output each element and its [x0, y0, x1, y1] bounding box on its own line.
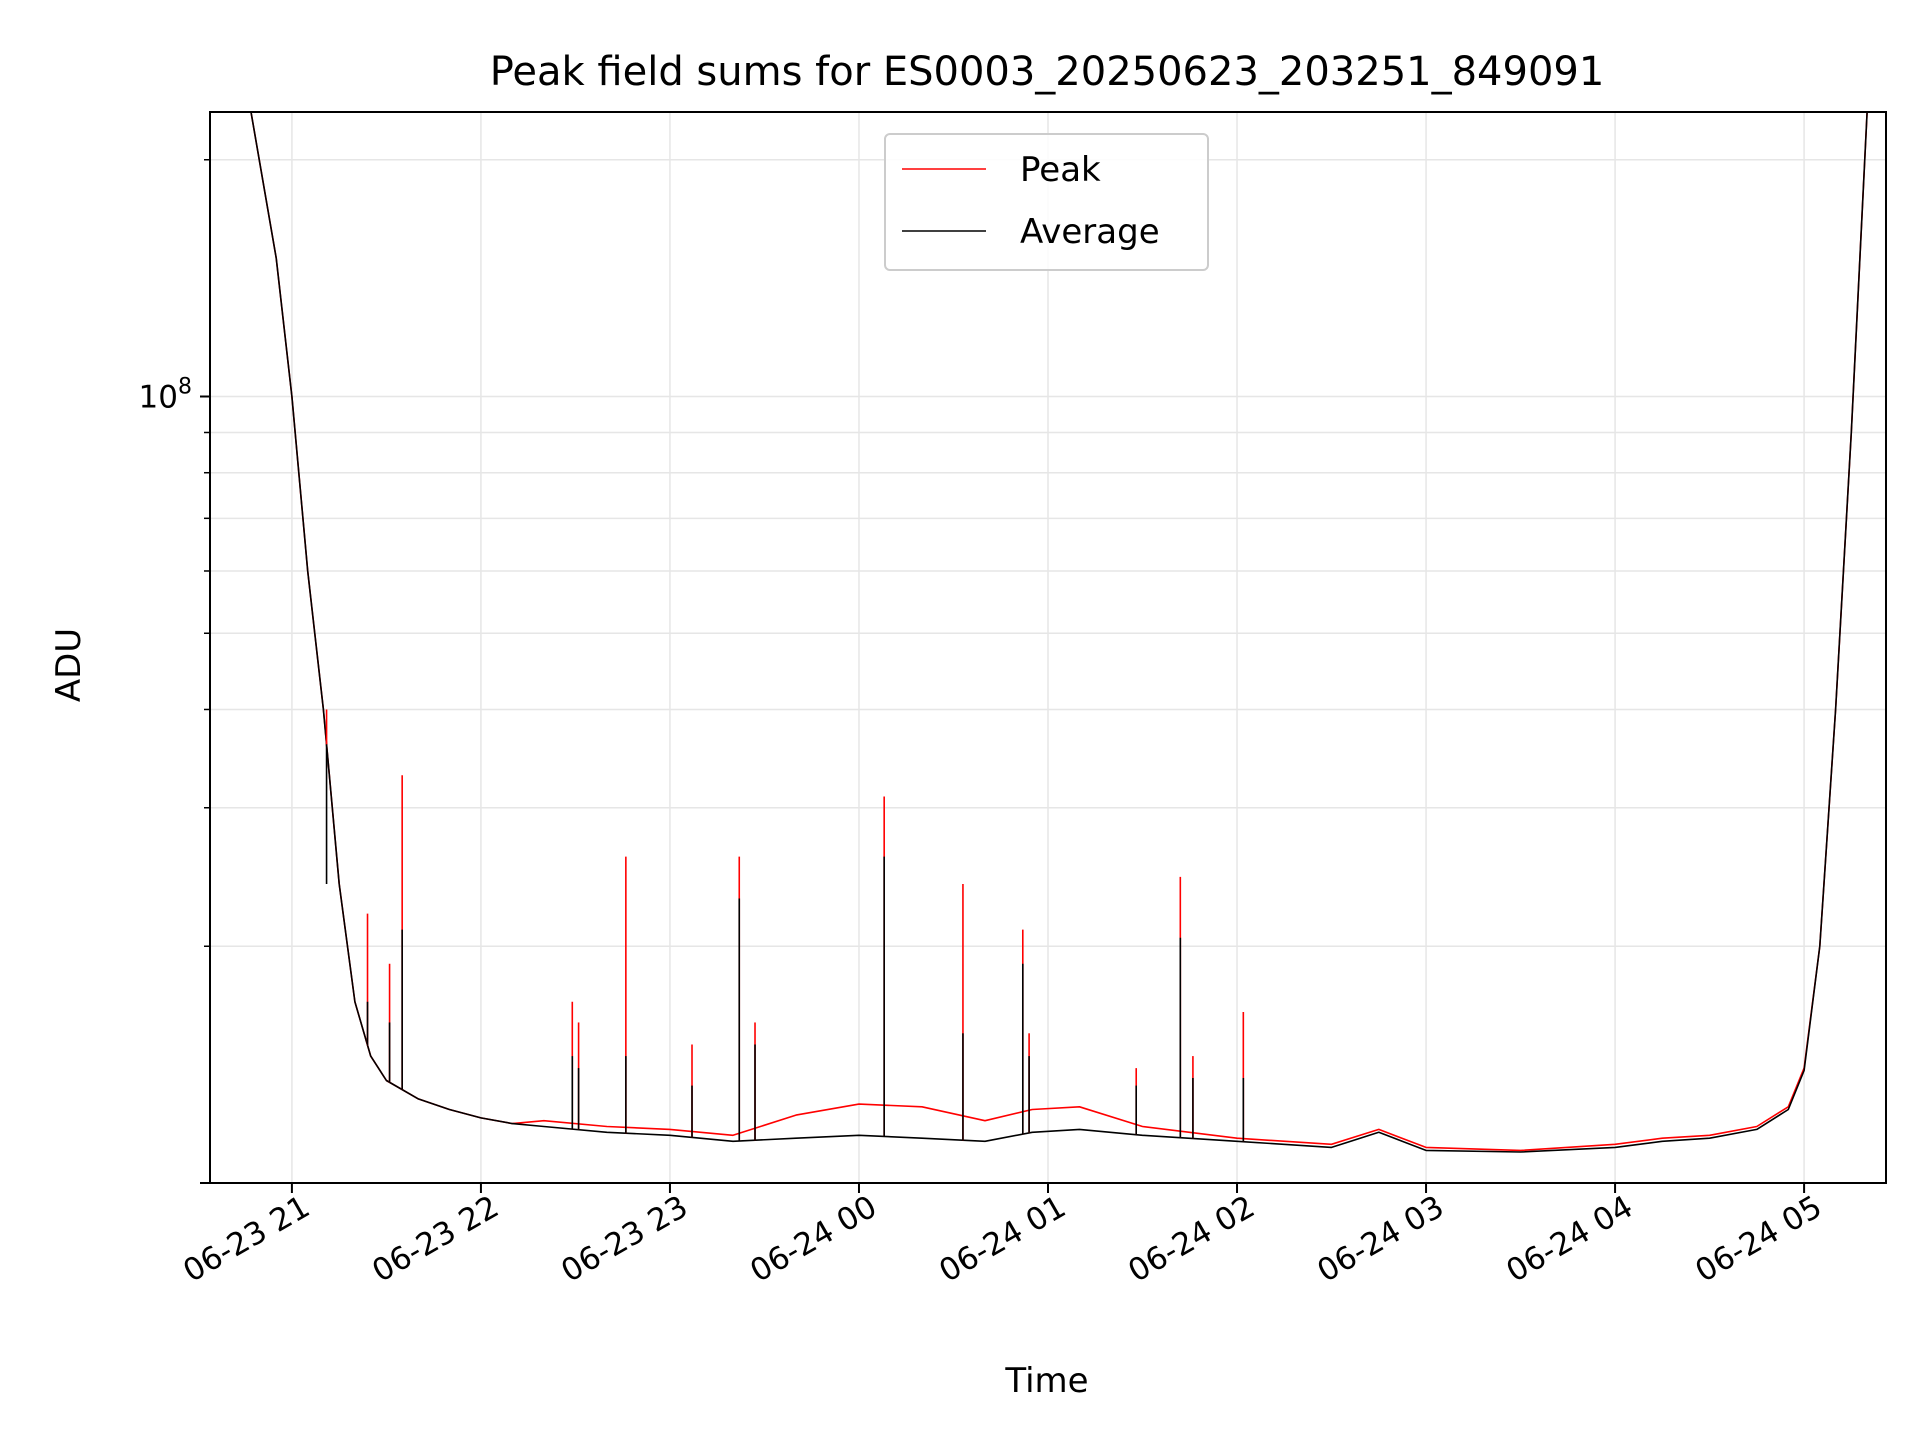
chart-title: Peak field sums for ES0003_20250623_2032… — [490, 49, 1605, 95]
legend-box — [884, 133, 1209, 271]
legend-label-peak: Peak — [1020, 150, 1101, 190]
series-line-average — [250, 112, 1868, 1153]
x-axis-label: Time — [1004, 1361, 1088, 1401]
legend-label-average: Average — [1020, 212, 1160, 252]
series-layer — [250, 112, 1868, 1153]
y-axis-label: ADU — [49, 628, 89, 702]
legend: Peak Average — [884, 133, 1209, 271]
y-tick-label: 108 — [139, 374, 192, 415]
